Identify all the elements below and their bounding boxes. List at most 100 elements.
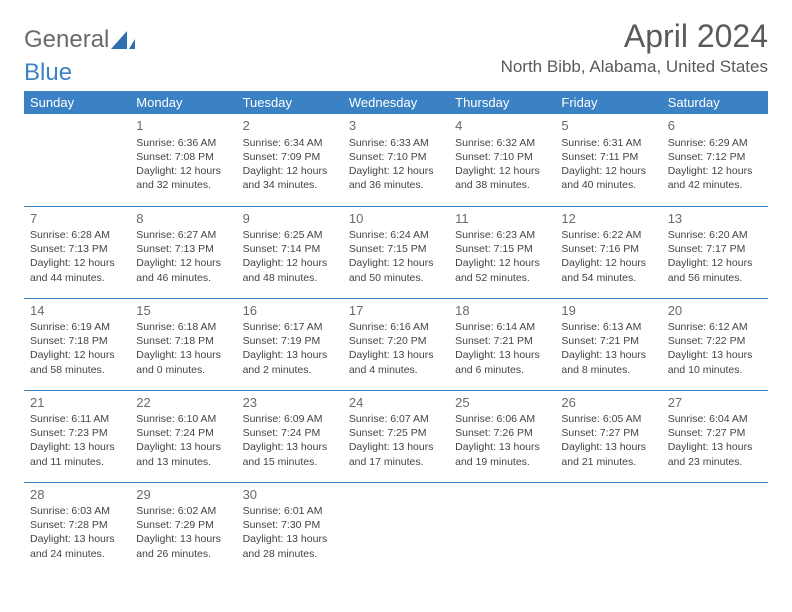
sunrise-line: Sunrise: 6:18 AM: [136, 320, 230, 334]
sunset-line: Sunset: 7:16 PM: [561, 242, 655, 256]
daylight-line: Daylight: 12 hours and 50 minutes.: [349, 256, 443, 284]
daylight-line: Daylight: 13 hours and 13 minutes.: [136, 440, 230, 468]
sunset-line: Sunset: 7:29 PM: [136, 518, 230, 532]
day-cell: 24Sunrise: 6:07 AMSunset: 7:25 PMDayligh…: [343, 390, 449, 482]
daylight-line: Daylight: 13 hours and 21 minutes.: [561, 440, 655, 468]
day-cell: 12Sunrise: 6:22 AMSunset: 7:16 PMDayligh…: [555, 206, 661, 298]
sunrise-line: Sunrise: 6:23 AM: [455, 228, 549, 242]
day-cell: 13Sunrise: 6:20 AMSunset: 7:17 PMDayligh…: [662, 206, 768, 298]
day-number: 2: [243, 117, 337, 135]
day-cell: 15Sunrise: 6:18 AMSunset: 7:18 PMDayligh…: [130, 298, 236, 390]
day-number: 1: [136, 117, 230, 135]
daylight-line: Daylight: 12 hours and 44 minutes.: [30, 256, 124, 284]
sunset-line: Sunset: 7:21 PM: [455, 334, 549, 348]
col-sunday: Sunday: [24, 91, 130, 114]
sunset-line: Sunset: 7:21 PM: [561, 334, 655, 348]
daylight-line: Daylight: 12 hours and 34 minutes.: [243, 164, 337, 192]
sunrise-line: Sunrise: 6:29 AM: [668, 136, 762, 150]
sunrise-line: Sunrise: 6:24 AM: [349, 228, 443, 242]
day-cell: 3Sunrise: 6:33 AMSunset: 7:10 PMDaylight…: [343, 114, 449, 206]
sunrise-line: Sunrise: 6:11 AM: [30, 412, 124, 426]
day-number: 21: [30, 394, 124, 412]
sunset-line: Sunset: 7:10 PM: [349, 150, 443, 164]
day-number: 15: [136, 302, 230, 320]
col-tuesday: Tuesday: [237, 91, 343, 114]
day-cell: 7Sunrise: 6:28 AMSunset: 7:13 PMDaylight…: [24, 206, 130, 298]
day-number: 22: [136, 394, 230, 412]
sunrise-line: Sunrise: 6:28 AM: [30, 228, 124, 242]
day-number: 13: [668, 210, 762, 228]
sunset-line: Sunset: 7:18 PM: [30, 334, 124, 348]
daylight-line: Daylight: 12 hours and 52 minutes.: [455, 256, 549, 284]
day-number: 24: [349, 394, 443, 412]
daylight-line: Daylight: 13 hours and 19 minutes.: [455, 440, 549, 468]
day-cell: 26Sunrise: 6:05 AMSunset: 7:27 PMDayligh…: [555, 390, 661, 482]
logo-text-general: General: [24, 26, 109, 54]
day-number: 12: [561, 210, 655, 228]
day-cell: 21Sunrise: 6:11 AMSunset: 7:23 PMDayligh…: [24, 390, 130, 482]
day-cell: 23Sunrise: 6:09 AMSunset: 7:24 PMDayligh…: [237, 390, 343, 482]
day-number: 16: [243, 302, 337, 320]
day-number: 11: [455, 210, 549, 228]
day-cell: 25Sunrise: 6:06 AMSunset: 7:26 PMDayligh…: [449, 390, 555, 482]
sunset-line: Sunset: 7:11 PM: [561, 150, 655, 164]
day-cell: 17Sunrise: 6:16 AMSunset: 7:20 PMDayligh…: [343, 298, 449, 390]
day-cell: 19Sunrise: 6:13 AMSunset: 7:21 PMDayligh…: [555, 298, 661, 390]
daylight-line: Daylight: 12 hours and 48 minutes.: [243, 256, 337, 284]
day-cell: 22Sunrise: 6:10 AMSunset: 7:24 PMDayligh…: [130, 390, 236, 482]
sunset-line: Sunset: 7:12 PM: [668, 150, 762, 164]
daylight-line: Daylight: 12 hours and 32 minutes.: [136, 164, 230, 192]
day-number: 18: [455, 302, 549, 320]
sunset-line: Sunset: 7:13 PM: [136, 242, 230, 256]
day-number: 17: [349, 302, 443, 320]
sunrise-line: Sunrise: 6:34 AM: [243, 136, 337, 150]
page-title: April 2024: [501, 18, 768, 55]
col-thursday: Thursday: [449, 91, 555, 114]
daylight-line: Daylight: 13 hours and 15 minutes.: [243, 440, 337, 468]
sunset-line: Sunset: 7:26 PM: [455, 426, 549, 440]
day-number: 5: [561, 117, 655, 135]
day-cell: 1Sunrise: 6:36 AMSunset: 7:08 PMDaylight…: [130, 114, 236, 206]
day-number: 3: [349, 117, 443, 135]
day-cell: [343, 482, 449, 574]
sunrise-line: Sunrise: 6:02 AM: [136, 504, 230, 518]
logo: General: [24, 18, 137, 54]
day-number: 8: [136, 210, 230, 228]
day-cell: 27Sunrise: 6:04 AMSunset: 7:27 PMDayligh…: [662, 390, 768, 482]
sunset-line: Sunset: 7:13 PM: [30, 242, 124, 256]
day-cell: 18Sunrise: 6:14 AMSunset: 7:21 PMDayligh…: [449, 298, 555, 390]
day-cell: [24, 114, 130, 206]
daylight-line: Daylight: 13 hours and 24 minutes.: [30, 532, 124, 560]
sunrise-line: Sunrise: 6:10 AM: [136, 412, 230, 426]
sunrise-line: Sunrise: 6:05 AM: [561, 412, 655, 426]
sunrise-line: Sunrise: 6:13 AM: [561, 320, 655, 334]
sunrise-line: Sunrise: 6:19 AM: [30, 320, 124, 334]
sunset-line: Sunset: 7:27 PM: [561, 426, 655, 440]
col-monday: Monday: [130, 91, 236, 114]
sunrise-line: Sunrise: 6:07 AM: [349, 412, 443, 426]
col-friday: Friday: [555, 91, 661, 114]
sunrise-line: Sunrise: 6:03 AM: [30, 504, 124, 518]
sunset-line: Sunset: 7:09 PM: [243, 150, 337, 164]
sunset-line: Sunset: 7:25 PM: [349, 426, 443, 440]
daylight-line: Daylight: 13 hours and 8 minutes.: [561, 348, 655, 376]
sunrise-line: Sunrise: 6:22 AM: [561, 228, 655, 242]
sunrise-line: Sunrise: 6:32 AM: [455, 136, 549, 150]
day-cell: 28Sunrise: 6:03 AMSunset: 7:28 PMDayligh…: [24, 482, 130, 574]
day-cell: 8Sunrise: 6:27 AMSunset: 7:13 PMDaylight…: [130, 206, 236, 298]
day-cell: 14Sunrise: 6:19 AMSunset: 7:18 PMDayligh…: [24, 298, 130, 390]
daylight-line: Daylight: 13 hours and 26 minutes.: [136, 532, 230, 560]
day-number: 23: [243, 394, 337, 412]
sunset-line: Sunset: 7:20 PM: [349, 334, 443, 348]
day-number: 20: [668, 302, 762, 320]
daylight-line: Daylight: 13 hours and 23 minutes.: [668, 440, 762, 468]
sunset-line: Sunset: 7:10 PM: [455, 150, 549, 164]
sunrise-line: Sunrise: 6:20 AM: [668, 228, 762, 242]
day-number: 6: [668, 117, 762, 135]
daylight-line: Daylight: 12 hours and 54 minutes.: [561, 256, 655, 284]
daylight-line: Daylight: 13 hours and 6 minutes.: [455, 348, 549, 376]
day-cell: 4Sunrise: 6:32 AMSunset: 7:10 PMDaylight…: [449, 114, 555, 206]
sunset-line: Sunset: 7:24 PM: [243, 426, 337, 440]
logo-text-blue: Blue: [24, 59, 768, 87]
sunrise-line: Sunrise: 6:04 AM: [668, 412, 762, 426]
